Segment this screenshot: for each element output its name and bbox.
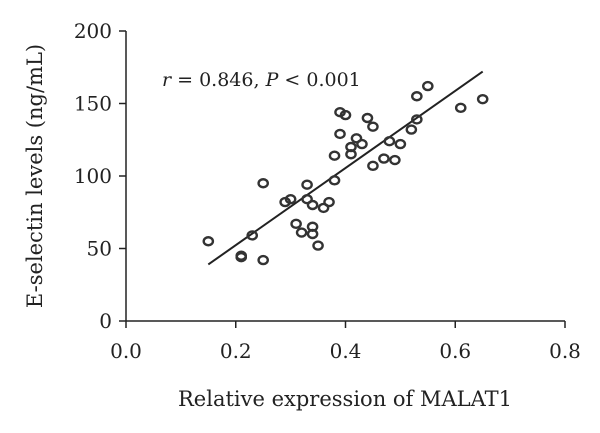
x-tick-label: 0.4	[330, 339, 362, 363]
data-point	[454, 102, 467, 114]
y-tick-label: 50	[87, 237, 112, 261]
data-point	[328, 175, 341, 186]
r-symbol: r	[162, 69, 173, 91]
x-tick-label: 0.0	[110, 339, 142, 363]
data-point	[306, 199, 319, 211]
data-point	[411, 114, 423, 125]
data-point	[405, 124, 418, 135]
data-point	[394, 138, 407, 150]
data-point	[361, 112, 374, 124]
y-tick-label: 0	[99, 309, 112, 333]
data-point	[422, 80, 434, 92]
data-point	[312, 240, 324, 251]
p-value: < 0.001	[278, 69, 360, 91]
data-point	[328, 150, 341, 161]
data-point	[356, 138, 368, 150]
data-point	[378, 153, 390, 164]
data-points	[202, 80, 489, 266]
data-point	[350, 133, 363, 144]
data-point	[339, 109, 352, 121]
data-point	[301, 193, 313, 205]
y-tick-label: 200	[74, 19, 112, 43]
regression-group	[207, 70, 484, 266]
data-point	[345, 141, 357, 153]
data-point	[284, 193, 297, 205]
y-axis-title: E-selectin levels (ng/mL)	[23, 44, 47, 308]
data-point	[257, 254, 269, 266]
correlation-annotation: r = 0.846, P < 0.001	[162, 69, 361, 91]
data-point	[389, 154, 401, 166]
x-tick-label: 0.8	[549, 339, 581, 363]
data-point	[367, 160, 379, 172]
data-point	[323, 196, 335, 208]
data-point	[306, 228, 319, 240]
x-tick-label: 0.2	[220, 339, 252, 363]
regression-line	[207, 70, 484, 266]
y-tick-label: 100	[74, 164, 112, 188]
x-axis-title: Relative expression of MALAT1	[178, 387, 512, 411]
y-ticks: 0 50 100 150 200	[74, 19, 126, 333]
data-point	[383, 135, 396, 147]
data-point	[334, 128, 346, 140]
data-point	[257, 178, 269, 189]
data-point	[235, 250, 248, 261]
data-point	[367, 121, 379, 132]
x-ticks: 0.0 0.2 0.4 0.6 0.8	[110, 321, 581, 363]
p-symbol: P	[265, 69, 280, 91]
data-point	[411, 91, 423, 102]
data-point	[476, 93, 489, 105]
data-point	[317, 202, 330, 214]
data-point	[290, 218, 302, 230]
data-point	[295, 227, 308, 238]
y-tick-label: 150	[74, 92, 112, 116]
r-value: = 0.846,	[171, 69, 265, 91]
data-point	[301, 179, 313, 190]
data-point	[246, 230, 259, 241]
data-point	[202, 236, 215, 247]
x-tick-label: 0.6	[439, 339, 471, 363]
